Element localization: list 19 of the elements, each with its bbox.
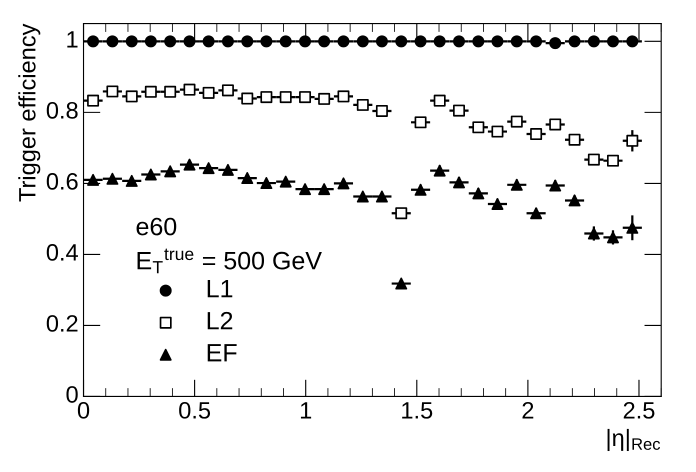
y-tick-label: 0.8 bbox=[46, 102, 78, 119]
x-tick-label: 2 bbox=[522, 402, 534, 418]
legend-label: L2 bbox=[208, 312, 232, 330]
x-axis-title: |η|$_{Rec}$ bbox=[608, 428, 660, 452]
x-tick-label: 1 bbox=[300, 402, 312, 418]
x-tick-label: 0 bbox=[78, 402, 90, 419]
x-tick-label: 0.5 bbox=[179, 402, 210, 419]
y-tick-label: 1 bbox=[67, 31, 78, 48]
y-axis-title: Trigger efficiency bbox=[18, 24, 40, 202]
y-tick-label: 0 bbox=[66, 386, 78, 403]
y-tick-label: 0.6 bbox=[46, 173, 78, 190]
legend-label: L1 bbox=[208, 280, 232, 298]
x-tick-label: 2.5 bbox=[624, 402, 654, 419]
y-tick-label: 0.4 bbox=[46, 244, 78, 261]
x-tick-label: 1.5 bbox=[402, 402, 432, 419]
annotation: E$_{T}$$^{true}$ = 500 GeV bbox=[138, 248, 322, 274]
y-tick-label: 0.2 bbox=[46, 315, 78, 332]
legend-label: EF bbox=[208, 344, 237, 362]
annotation: e60 bbox=[136, 218, 176, 236]
